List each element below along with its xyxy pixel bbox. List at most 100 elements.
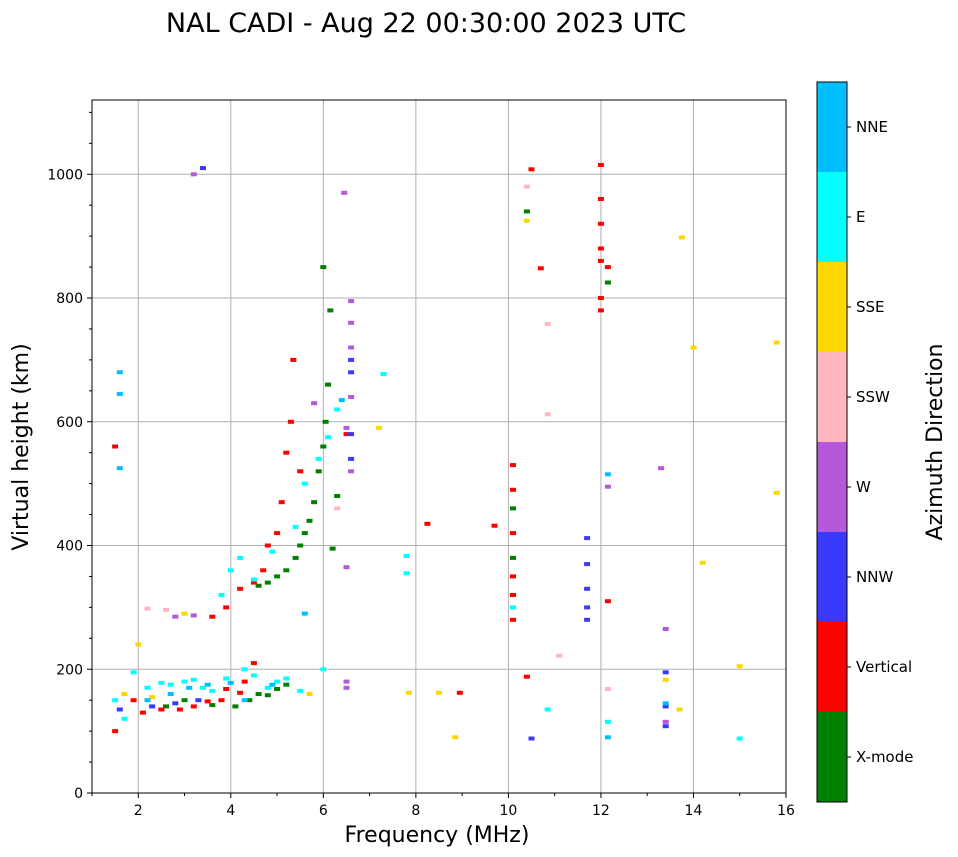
data-point-vertical [424, 521, 431, 526]
data-point-vertical [510, 463, 516, 468]
data-point-e [158, 680, 165, 685]
data-point-vertical [283, 450, 290, 455]
data-point-x-mode [334, 494, 341, 498]
data-point-e [334, 407, 341, 412]
data-point-w [604, 484, 611, 489]
data-point-w [348, 320, 355, 325]
data-point-x-mode [320, 444, 327, 449]
data-point-vertical [278, 500, 285, 505]
colorbar-segment [817, 442, 847, 532]
data-point-e [218, 593, 225, 597]
data-point-w [341, 190, 348, 195]
data-point-x-mode [163, 704, 169, 709]
data-point-vertical [112, 729, 119, 734]
x-tick-label: 12 [592, 803, 610, 819]
data-point-nne [144, 698, 151, 703]
data-point-w [343, 425, 350, 430]
data-points [112, 163, 780, 741]
data-point-x-mode [297, 543, 304, 548]
data-point-w [343, 679, 350, 684]
data-point-vertical [223, 605, 230, 610]
data-point-sse [699, 560, 706, 565]
data-point-sse [121, 692, 128, 696]
data-point-e [121, 716, 128, 721]
data-point-x-mode [232, 704, 239, 709]
colorbar-segment [817, 82, 847, 172]
data-point-nnw [348, 357, 355, 362]
data-point-nne [662, 701, 669, 706]
data-point-e [403, 571, 410, 576]
data-point-e [604, 719, 611, 724]
data-point-e [144, 685, 151, 690]
colorbar-label-item: NNE [856, 118, 888, 136]
data-point-vertical [523, 674, 530, 679]
colorbar-label-item: E [856, 208, 865, 226]
data-point-nnw [172, 701, 179, 706]
data-point-x-mode [604, 280, 611, 285]
data-point-vertical [176, 707, 183, 712]
data-point-nne [241, 698, 248, 703]
data-point-x-mode [311, 500, 318, 505]
data-point-nne [186, 685, 193, 690]
data-point-e [181, 679, 188, 684]
data-point-vertical [112, 444, 119, 449]
colorbar-segment [817, 712, 847, 802]
data-point-e [237, 555, 244, 560]
data-point-nne [269, 682, 276, 687]
data-point-e [250, 577, 257, 582]
colorbar-label-item: X-mode [856, 748, 913, 766]
data-point-sse [135, 642, 142, 647]
data-point-x-mode [315, 469, 322, 474]
data-point-vertical [250, 580, 257, 585]
data-point-nnw [116, 707, 123, 712]
data-point-e [325, 435, 331, 440]
data-point-sse [773, 490, 780, 495]
data-point-w [348, 345, 355, 350]
x-tick-label: 16 [777, 803, 795, 819]
data-point-vertical [204, 699, 211, 704]
data-point-vertical [510, 574, 516, 579]
data-point-ssw [556, 653, 563, 658]
data-point-e [264, 685, 271, 690]
y-tick-label: 0 [74, 786, 83, 802]
data-point-x-mode [264, 580, 271, 585]
data-point-vertical [190, 704, 197, 709]
data-point-x-mode [274, 687, 281, 691]
data-point-x-mode [283, 682, 290, 687]
data-point-x-mode [523, 209, 530, 214]
x-tick-label: 6 [319, 803, 328, 819]
y-tick-label: 200 [56, 662, 83, 678]
data-point-e [315, 456, 322, 461]
y-tick-label: 800 [56, 291, 83, 307]
data-point-e [209, 688, 216, 693]
data-point-x-mode [510, 555, 516, 560]
data-point-e [227, 568, 234, 573]
data-point-vertical [597, 221, 604, 226]
data-point-nne [167, 692, 174, 696]
colorbar-frame [816, 81, 848, 803]
data-point-vertical [510, 531, 516, 536]
data-point-nne [604, 472, 611, 477]
data-point-ssw [144, 606, 151, 611]
data-point-sse [736, 664, 743, 669]
data-point-nne [116, 370, 123, 375]
x-tick-label: 8 [411, 803, 420, 819]
data-point-ssw [544, 322, 551, 326]
data-point-e [403, 554, 410, 558]
data-point-e [297, 688, 304, 693]
data-point-vertical [209, 614, 216, 619]
data-point-w [658, 466, 665, 471]
data-point-w [311, 401, 318, 406]
data-point-x-mode [255, 692, 262, 696]
data-point-e [510, 605, 516, 610]
colorbar-segment [817, 532, 847, 622]
data-point-w [343, 685, 350, 690]
data-point-nnw [528, 736, 535, 741]
data-point-sse [452, 735, 459, 740]
colorbar-label-item: SSE [856, 298, 885, 316]
data-point-e [223, 676, 230, 681]
data-point-sse [149, 695, 156, 700]
x-tick-label: 14 [685, 803, 703, 819]
data-point-nnw [195, 698, 202, 703]
